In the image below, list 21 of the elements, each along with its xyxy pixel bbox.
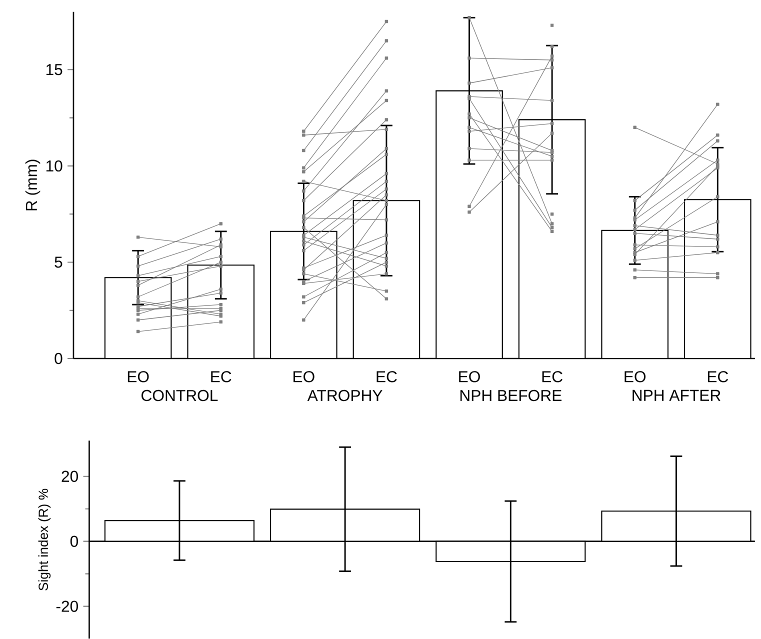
y-tick-label: 5 xyxy=(54,256,62,268)
x-tick-label: EC xyxy=(708,371,728,382)
x-tick-label: EC xyxy=(542,371,562,382)
y-tick-label: 0 xyxy=(54,353,62,364)
text: NPH AFTER xyxy=(632,390,720,401)
y-axis-title: Sight index (R) % xyxy=(38,488,51,591)
text: CONTROL xyxy=(142,390,218,402)
text: ATROPHY xyxy=(307,390,382,402)
y-tick-label: 20 xyxy=(62,470,78,482)
y-tick-label: 0 xyxy=(70,536,78,548)
x-tick-label: EC xyxy=(211,371,232,382)
x-tick-label: EO xyxy=(128,371,149,382)
x-tick-label: EO xyxy=(624,371,646,382)
x-tick-label: EO xyxy=(459,371,480,382)
x-tick-label: EO xyxy=(294,371,314,382)
y-axis-title: R (mm) xyxy=(25,160,40,210)
x-tick-label: EC xyxy=(376,371,397,382)
y-tick-label: 15 xyxy=(46,64,62,76)
y-tick-label: 10 xyxy=(46,160,62,172)
text: NPH BEFORE xyxy=(460,390,562,402)
y-tick-label: -20 xyxy=(56,600,78,612)
